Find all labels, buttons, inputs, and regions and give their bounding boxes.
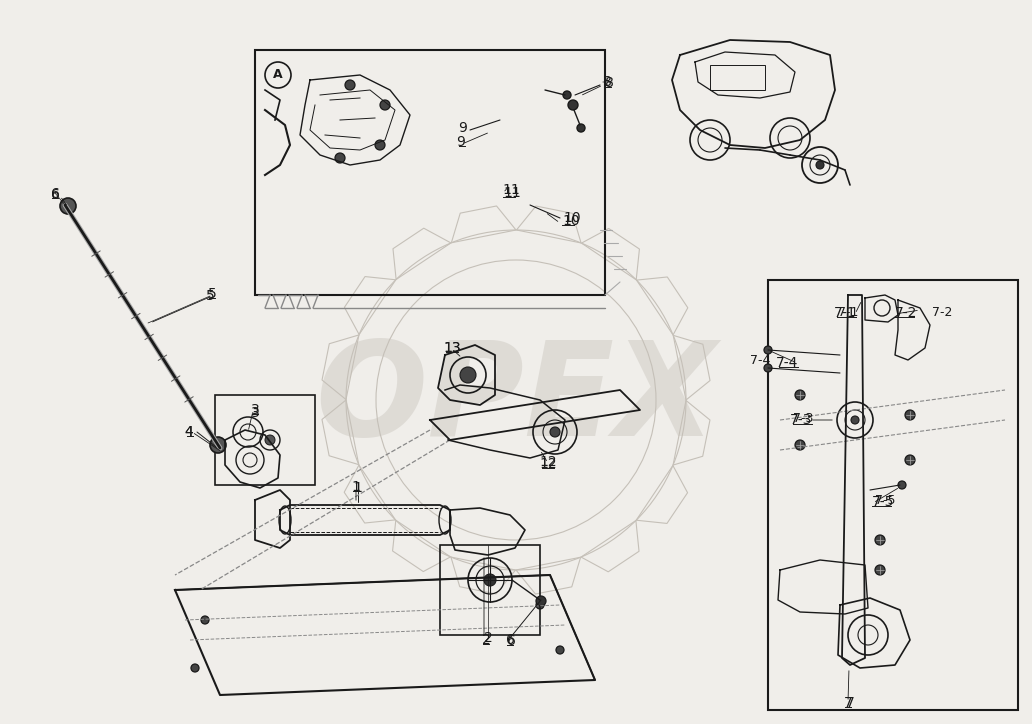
Text: 7-4: 7-4 xyxy=(776,356,798,370)
Circle shape xyxy=(201,616,209,624)
Circle shape xyxy=(536,596,546,606)
Circle shape xyxy=(209,437,226,453)
Text: 7-3: 7-3 xyxy=(793,411,813,424)
Circle shape xyxy=(875,565,885,575)
Text: 5: 5 xyxy=(205,289,215,303)
Text: 13: 13 xyxy=(443,341,461,355)
Text: OPEX: OPEX xyxy=(316,337,716,463)
Text: 10: 10 xyxy=(563,211,581,225)
Text: 6: 6 xyxy=(51,188,60,202)
Circle shape xyxy=(568,100,578,110)
Circle shape xyxy=(345,80,355,90)
Circle shape xyxy=(536,601,544,609)
Text: 7-3: 7-3 xyxy=(789,413,812,427)
Text: 7-4: 7-4 xyxy=(749,353,770,366)
Circle shape xyxy=(556,646,565,654)
Text: 7-5: 7-5 xyxy=(872,495,895,509)
Text: 7: 7 xyxy=(845,696,854,710)
Circle shape xyxy=(764,346,772,354)
Text: 12: 12 xyxy=(539,455,557,469)
Bar xyxy=(710,65,765,90)
Text: 7-2: 7-2 xyxy=(895,306,917,320)
Text: 1: 1 xyxy=(352,480,360,494)
Circle shape xyxy=(265,435,275,445)
Circle shape xyxy=(795,440,805,450)
Circle shape xyxy=(191,664,199,672)
Circle shape xyxy=(764,364,772,372)
Bar xyxy=(255,50,605,295)
Bar xyxy=(215,395,315,485)
Text: 4: 4 xyxy=(185,425,193,439)
Text: A: A xyxy=(273,69,283,82)
Text: 8: 8 xyxy=(605,76,614,90)
Circle shape xyxy=(460,367,476,383)
Text: 3: 3 xyxy=(251,406,259,420)
Circle shape xyxy=(851,416,859,424)
Text: 7-1: 7-1 xyxy=(834,306,856,320)
Text: 6: 6 xyxy=(507,634,516,648)
Text: 7-5: 7-5 xyxy=(875,494,896,507)
Text: 12: 12 xyxy=(539,457,557,471)
Text: 2: 2 xyxy=(484,631,492,645)
Text: 2: 2 xyxy=(482,633,490,647)
Circle shape xyxy=(577,124,585,132)
Circle shape xyxy=(905,410,915,420)
Text: 7: 7 xyxy=(843,696,852,710)
Bar xyxy=(768,280,1018,710)
Text: 13: 13 xyxy=(443,341,461,355)
Text: 4: 4 xyxy=(185,425,193,439)
Circle shape xyxy=(60,198,76,214)
Circle shape xyxy=(905,455,915,465)
Bar xyxy=(440,545,540,635)
Text: 11: 11 xyxy=(502,183,520,197)
Circle shape xyxy=(484,574,496,586)
Circle shape xyxy=(795,390,805,400)
Circle shape xyxy=(898,481,906,489)
Text: 6: 6 xyxy=(51,187,60,201)
Circle shape xyxy=(380,100,390,110)
Text: 5: 5 xyxy=(207,287,217,301)
Circle shape xyxy=(335,153,345,163)
Text: 11: 11 xyxy=(503,186,521,200)
Circle shape xyxy=(375,140,385,150)
Circle shape xyxy=(816,161,824,169)
Text: 6: 6 xyxy=(506,633,515,647)
Text: 9: 9 xyxy=(456,135,465,149)
Circle shape xyxy=(563,91,571,99)
Text: 7-1: 7-1 xyxy=(838,306,858,319)
Text: 9: 9 xyxy=(458,121,467,135)
Text: 7-2: 7-2 xyxy=(932,306,953,319)
Circle shape xyxy=(550,427,560,437)
Text: 3: 3 xyxy=(251,403,259,417)
Text: 8: 8 xyxy=(603,75,612,89)
Text: 1: 1 xyxy=(354,481,362,495)
Text: 10: 10 xyxy=(562,214,580,228)
Circle shape xyxy=(875,535,885,545)
